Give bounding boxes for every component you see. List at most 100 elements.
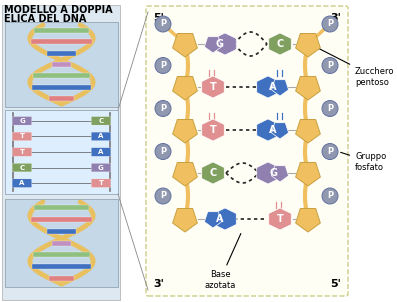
Text: P: P	[327, 61, 333, 70]
Text: T: T	[210, 125, 216, 135]
Text: P: P	[327, 104, 333, 113]
Text: Gruppo
fosfato: Gruppo fosfato	[341, 152, 386, 172]
Text: T: T	[98, 180, 104, 186]
Text: T: T	[277, 214, 283, 224]
Bar	[31, 40, 92, 44]
Polygon shape	[173, 120, 197, 143]
Text: T: T	[19, 149, 25, 155]
Polygon shape	[269, 33, 291, 55]
Circle shape	[322, 16, 338, 32]
Polygon shape	[272, 166, 289, 182]
FancyBboxPatch shape	[12, 163, 32, 172]
Text: C: C	[98, 118, 104, 124]
FancyBboxPatch shape	[91, 132, 111, 141]
Circle shape	[155, 16, 171, 32]
Circle shape	[155, 188, 171, 204]
Polygon shape	[173, 76, 197, 100]
Bar	[34, 205, 89, 210]
FancyBboxPatch shape	[91, 148, 111, 156]
Polygon shape	[257, 119, 279, 141]
Text: P: P	[160, 191, 166, 201]
Circle shape	[322, 101, 338, 117]
Text: P: P	[160, 104, 166, 113]
Text: G: G	[19, 118, 25, 124]
FancyBboxPatch shape	[5, 22, 118, 107]
Bar	[32, 85, 91, 90]
Polygon shape	[296, 162, 320, 186]
Bar	[32, 264, 91, 269]
Bar	[52, 240, 71, 246]
Text: C: C	[276, 39, 283, 49]
Text: A: A	[19, 180, 25, 186]
FancyBboxPatch shape	[5, 110, 118, 194]
Polygon shape	[296, 120, 320, 143]
Circle shape	[155, 101, 171, 117]
Text: A: A	[269, 82, 277, 92]
Text: Zucchero
pentoso: Zucchero pentoso	[312, 45, 395, 87]
Circle shape	[322, 57, 338, 73]
Polygon shape	[173, 208, 197, 232]
Circle shape	[155, 143, 171, 159]
Bar	[46, 51, 77, 56]
Bar	[52, 62, 71, 67]
Polygon shape	[173, 34, 197, 57]
Polygon shape	[202, 76, 224, 98]
FancyBboxPatch shape	[91, 117, 111, 125]
FancyBboxPatch shape	[12, 117, 32, 125]
Circle shape	[322, 188, 338, 204]
Text: P: P	[160, 20, 166, 28]
Polygon shape	[173, 162, 197, 186]
Bar	[49, 96, 74, 101]
FancyBboxPatch shape	[2, 5, 120, 300]
Polygon shape	[272, 80, 289, 96]
Polygon shape	[204, 212, 222, 228]
Polygon shape	[204, 37, 222, 53]
Bar	[34, 28, 89, 33]
Bar	[33, 252, 90, 257]
Text: 5': 5'	[153, 13, 164, 23]
Text: P: P	[327, 191, 333, 201]
Text: A: A	[98, 149, 104, 155]
Bar	[31, 217, 92, 222]
Text: MODELLO A DOPPIA: MODELLO A DOPPIA	[4, 5, 113, 15]
Text: A: A	[269, 125, 277, 135]
Text: 3': 3'	[330, 13, 341, 23]
Polygon shape	[296, 34, 320, 57]
Text: G: G	[269, 168, 277, 178]
FancyBboxPatch shape	[146, 6, 348, 296]
Text: T: T	[210, 82, 216, 92]
Text: 5': 5'	[330, 279, 341, 289]
Polygon shape	[202, 162, 224, 184]
Text: G: G	[98, 165, 104, 171]
Text: A: A	[216, 214, 224, 224]
FancyBboxPatch shape	[5, 199, 118, 287]
Text: C: C	[19, 165, 25, 171]
Polygon shape	[272, 123, 289, 139]
Bar	[46, 229, 77, 234]
Text: P: P	[160, 147, 166, 156]
Text: A: A	[98, 133, 104, 140]
Polygon shape	[257, 76, 279, 98]
Circle shape	[322, 143, 338, 159]
Polygon shape	[202, 119, 224, 141]
Text: G: G	[216, 39, 224, 49]
FancyBboxPatch shape	[12, 179, 32, 188]
Polygon shape	[214, 208, 236, 230]
Polygon shape	[296, 76, 320, 100]
FancyBboxPatch shape	[12, 148, 32, 156]
Text: P: P	[160, 61, 166, 70]
Text: ELICA DEL DNA: ELICA DEL DNA	[4, 14, 87, 24]
Text: 3': 3'	[153, 279, 164, 289]
Text: T: T	[19, 133, 25, 140]
Text: P: P	[327, 147, 333, 156]
Text: P: P	[327, 20, 333, 28]
Polygon shape	[257, 162, 279, 184]
Text: C: C	[209, 168, 217, 178]
FancyBboxPatch shape	[12, 132, 32, 141]
FancyBboxPatch shape	[91, 179, 111, 188]
Bar	[49, 276, 74, 281]
Polygon shape	[269, 208, 291, 230]
Polygon shape	[214, 33, 236, 55]
FancyBboxPatch shape	[91, 163, 111, 172]
Text: Base
azotata: Base azotata	[204, 233, 241, 290]
